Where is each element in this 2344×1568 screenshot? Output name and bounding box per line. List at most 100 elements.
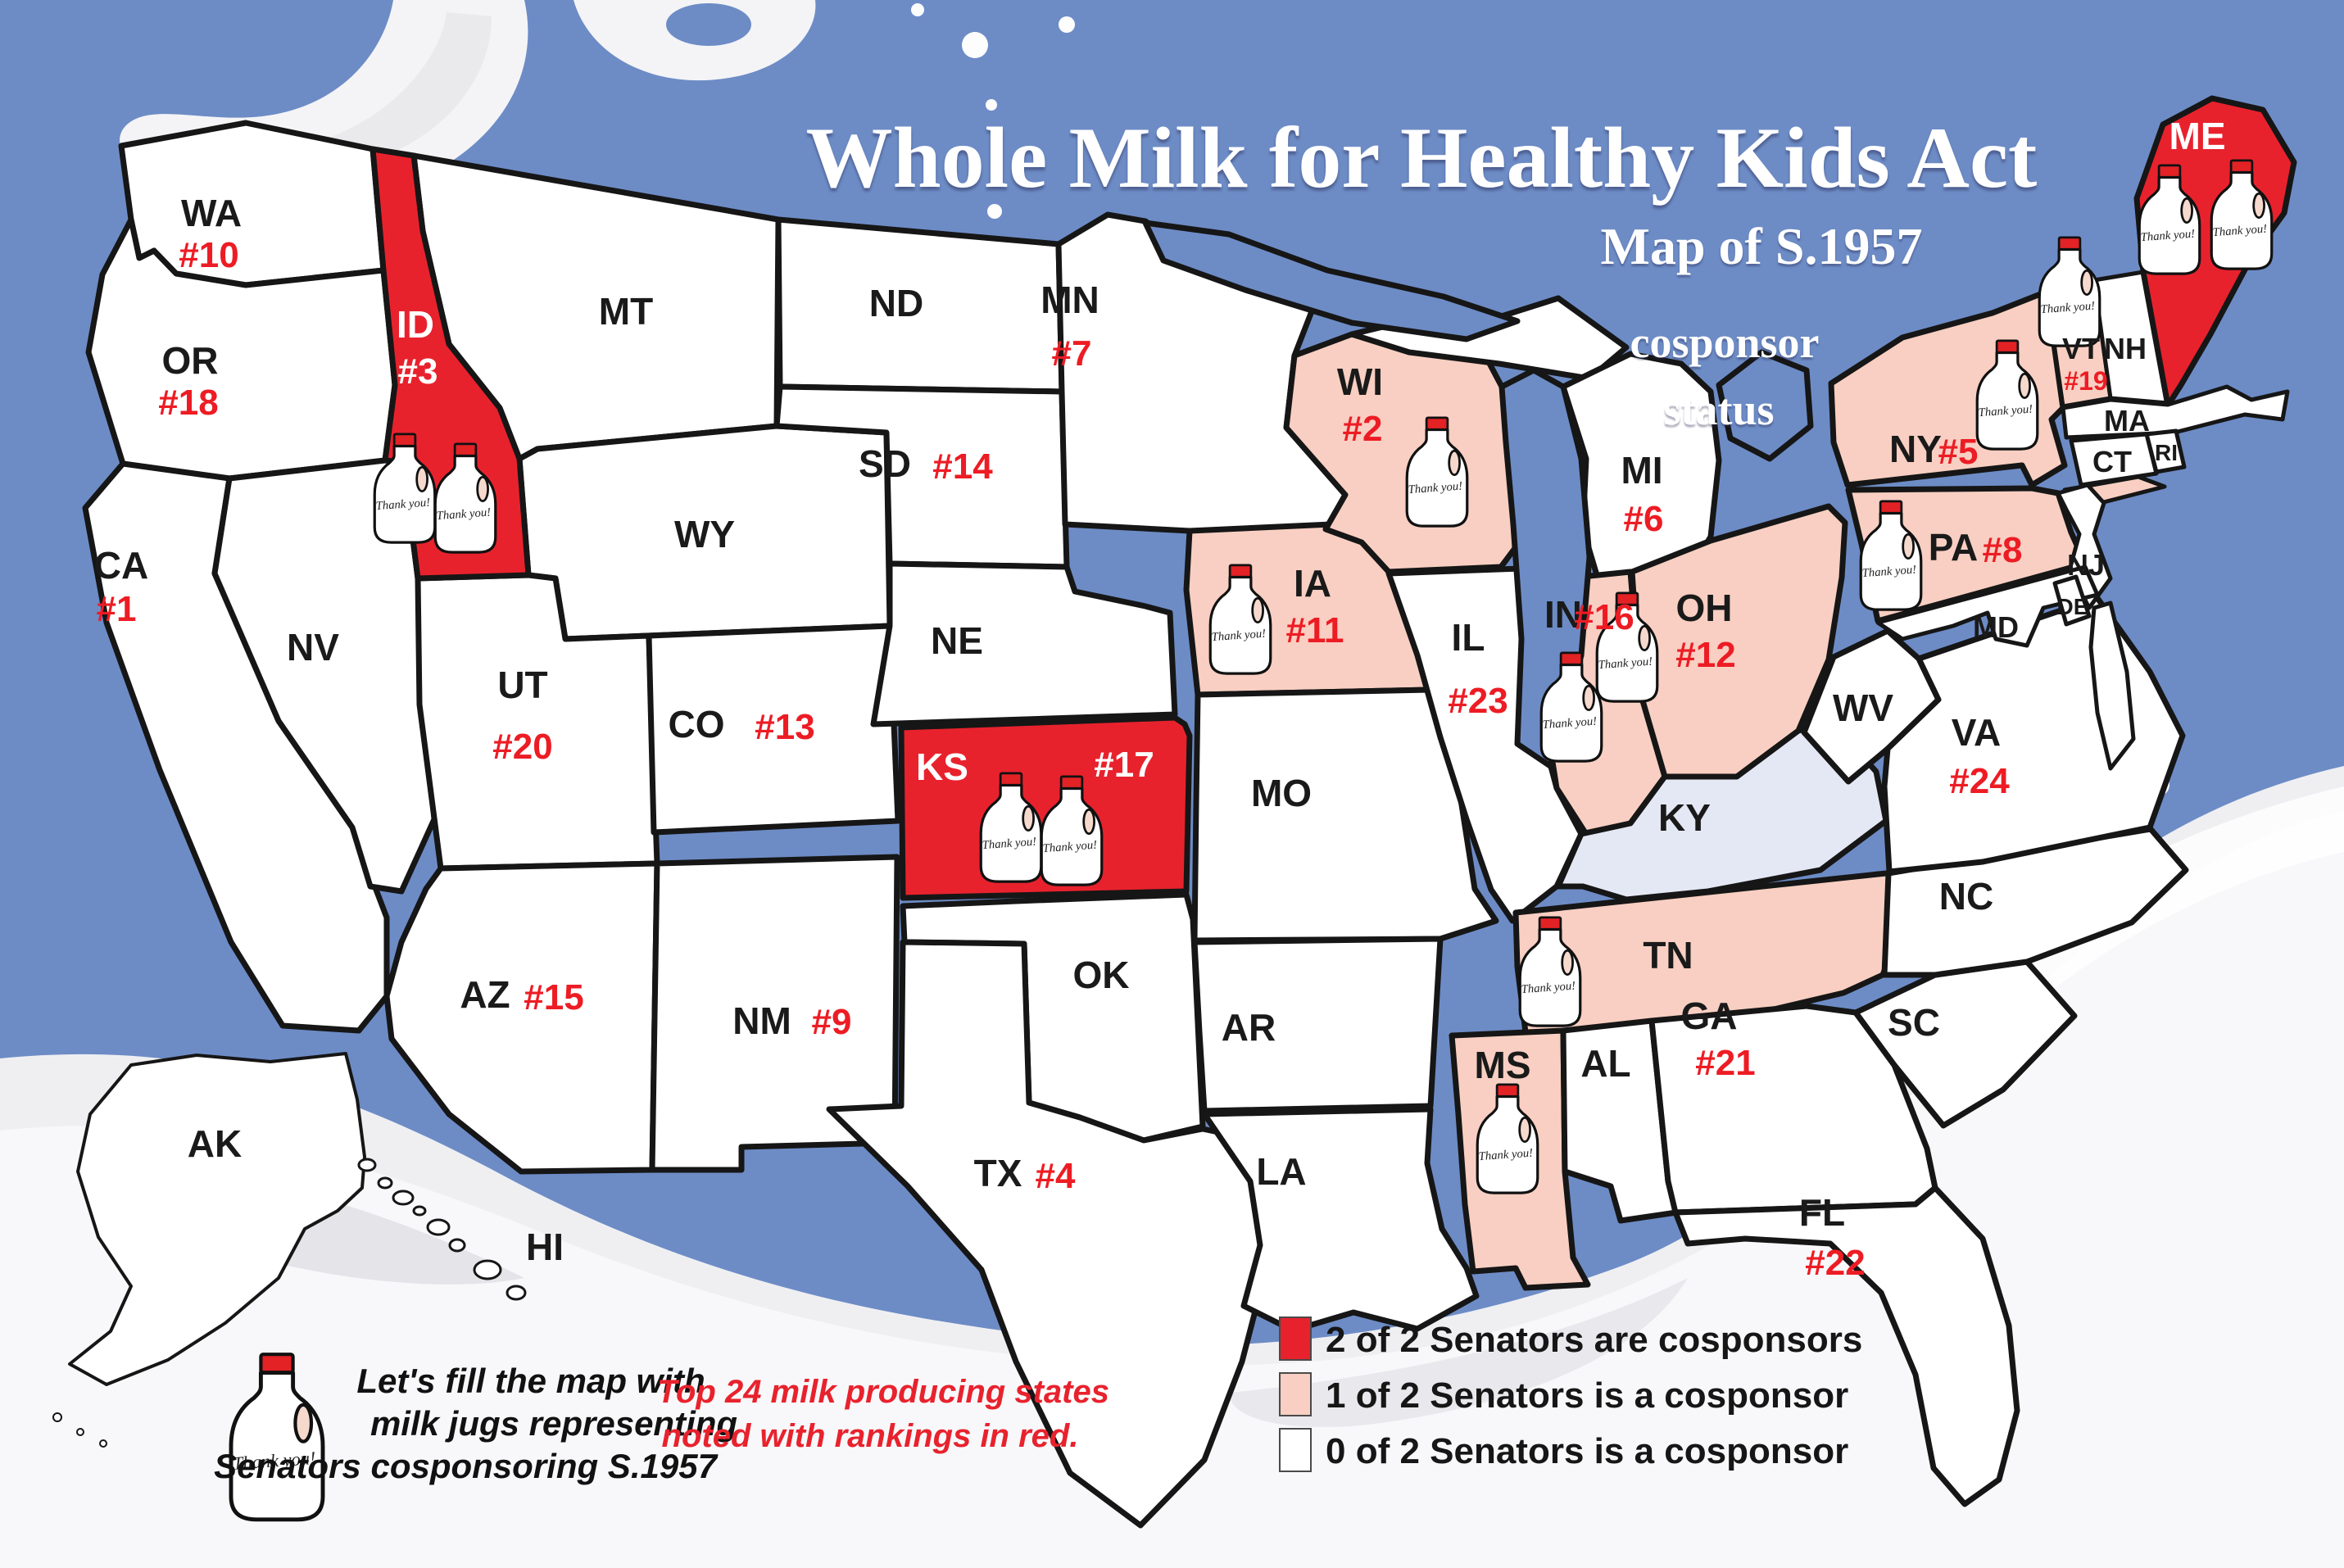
legend: 2 of 2 Senators are cosponsors 1 of 2 Se… [1279,1316,1862,1472]
state-me-label: ME [2169,115,2226,157]
state-tx-label: TX [974,1152,1022,1194]
state-mn-rank: #7 [1052,333,1092,374]
state-ny-rank: #5 [1938,432,1979,472]
state-ga-label: GA [1681,995,1738,1037]
notes-block: Let's fill the map with milk jugs repres… [214,1354,1109,1520]
state-in-rank: #16 [1574,597,1634,637]
legend-label-zero: 0 of 2 Senators is a cosponsor [1326,1431,1848,1471]
state-ma-label: MA [2104,404,2150,437]
state-ok-label: OK [1073,954,1130,996]
state-hi: HI [357,1158,564,1301]
state-mi-rank: #6 [1624,499,1664,539]
state-id-rank: #3 [398,351,438,392]
state-sd-rank: #14 [932,446,993,487]
state-fl-label: FL [1799,1191,1845,1234]
state-ga-shape [1648,1003,1938,1216]
state-wy-label: WY [674,513,735,555]
state-il-rank: #23 [1448,681,1508,721]
state-fl-rank: #22 [1805,1243,1865,1283]
state-ne-shape [870,560,1178,727]
state-nv-label: NV [287,626,339,668]
title-block: Whole Milk for Healthy Kids Act Map of S… [806,110,2038,434]
state-ak: AK [52,1052,366,1448]
state-sd-label: SD [859,442,911,485]
state-co-rank: #13 [755,707,814,747]
legend-label-one: 1 of 2 Senators is a cosponsor [1326,1375,1848,1416]
state-co-shape [646,623,901,836]
state-tx-shape [826,939,1276,1529]
state-or-label: OR [162,339,219,382]
state-va-label: VA [1952,711,2002,754]
state-ms-label: MS [1475,1044,1531,1086]
milk-wave-graphic [0,766,2344,1568]
state-de-shape [2052,574,2092,627]
state-pa-rank: #8 [1983,530,2023,570]
legend-swatch-one [1279,1372,1312,1416]
state-ca-rank: #1 [97,589,137,629]
state-mi-label: MI [1621,449,1662,492]
state-co-label: CO [669,703,725,745]
state-hi-label: HI [526,1226,564,1268]
poster-subtitle-cosponsor: cosponsor [1630,318,1819,367]
state-mo-label: MO [1251,772,1312,814]
state-wi-rank: #2 [1343,409,1383,449]
ranking-note-line2: noted with rankings in red. [662,1418,1079,1454]
state-wa-rank: #10 [179,235,238,275]
state-ny-label: NY [1889,428,1942,470]
state-nj-shape [2056,483,2113,610]
state-nh-label: NH [2104,332,2147,365]
state-ca-label: CA [94,544,148,587]
state-tx-rank: #4 [1036,1156,1076,1196]
state-wv-label: WV [1833,687,1893,729]
us-map [82,95,2297,1529]
jug-note-line1: Let's fill the map with [356,1362,705,1400]
state-wi-label: WI [1337,360,1383,403]
state-al-label: AL [1580,1042,1630,1085]
state-nm-label: NM [732,999,791,1042]
state-wa-label: WA [181,192,242,234]
state-pa-label: PA [1929,526,1979,569]
state-nd-label: ND [869,282,923,324]
state-ut-label: UT [497,664,547,706]
state-oh-rank: #12 [1675,635,1735,675]
state-ar-label: AR [1222,1006,1276,1049]
state-ct-label: CT [2092,445,2132,478]
state-ak-shape [68,1052,366,1386]
state-ri-label: RI [2155,440,2178,465]
legend-swatch-zero [1279,1428,1312,1472]
state-or-rank: #18 [158,383,218,423]
state-labels: WA #10 OR #18 CA #1 NV ID #3 MT WY UT #2… [94,115,2226,1283]
state-nc-label: NC [1939,875,1993,918]
state-la-label: LA [1256,1150,1306,1193]
legend-swatch-two [1279,1316,1312,1361]
legend-label-two: 2 of 2 Senators are cosponsors [1326,1320,1862,1360]
state-ks-shape [898,714,1193,901]
state-de-label: DE [2057,594,2089,619]
ranking-note-line1: Top 24 milk producing states [657,1374,1109,1410]
state-az-label: AZ [460,973,510,1016]
state-oh-shape [1629,503,1848,780]
state-il-label: IL [1452,616,1485,659]
state-ga-rank: #21 [1695,1043,1755,1083]
state-nj-label: NJ [2067,548,2105,582]
state-mn-label: MN [1041,279,1099,321]
state-az-rank: #15 [524,977,583,1017]
state-nm-shape [649,854,900,1173]
state-fl-shape [1672,1185,2020,1507]
state-ia-label: IA [1294,562,1331,605]
state-ks-label: KS [916,745,968,788]
poster-title: Whole Milk for Healthy Kids Act [806,110,2038,206]
lake-superior [1142,220,1521,342]
state-md-shape [1875,564,2100,648]
state-in-label: IN [1544,593,1582,636]
state-ky-shape [1555,718,1889,903]
state-ut-rank: #20 [492,727,552,767]
state-ak-label: AK [188,1122,242,1165]
state-ks-rank: #17 [1094,745,1154,785]
jug-note-line3: Senators cosponsoring S.1957 [214,1447,719,1485]
poster-subtitle-bill: Map of S.1957 [1601,217,1923,275]
state-ky-label: KY [1658,796,1711,839]
state-vt-label: VT [2062,332,2100,365]
state-ne-label: NE [931,619,983,662]
